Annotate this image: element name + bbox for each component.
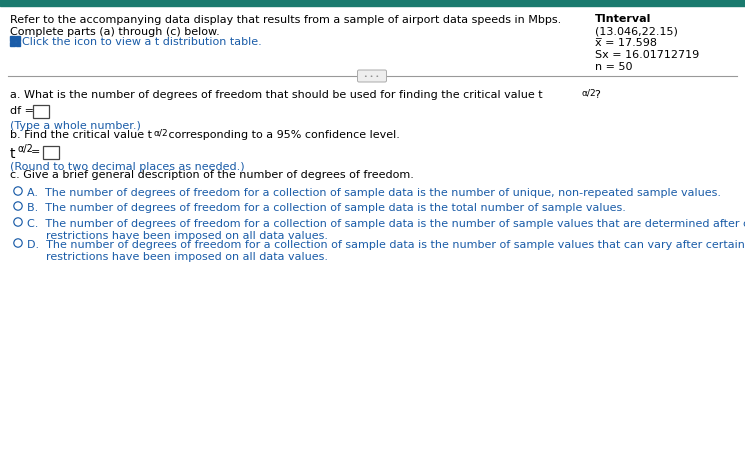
Text: α/2: α/2 <box>153 128 168 137</box>
Text: Click the icon to view a t distribution table.: Click the icon to view a t distribution … <box>22 37 262 47</box>
Text: Complete parts (a) through (c) below.: Complete parts (a) through (c) below. <box>10 27 220 37</box>
Text: (Type a whole number.): (Type a whole number.) <box>10 121 141 131</box>
Text: corresponding to a 95% confidence level.: corresponding to a 95% confidence level. <box>165 130 400 140</box>
Text: ?: ? <box>594 90 600 100</box>
Text: c. Give a brief general description of the number of degrees of freedom.: c. Give a brief general description of t… <box>10 169 414 179</box>
Text: restrictions have been imposed on all data values.: restrictions have been imposed on all da… <box>46 230 328 240</box>
FancyBboxPatch shape <box>358 71 387 83</box>
Text: A.  The number of degrees of freedom for a collection of sample data is the numb: A. The number of degrees of freedom for … <box>27 188 721 198</box>
Text: • • •: • • • <box>364 74 380 79</box>
Text: (13.046,22.15): (13.046,22.15) <box>595 26 678 36</box>
Text: (Round to two decimal places as needed.): (Round to two decimal places as needed.) <box>10 162 244 172</box>
Text: t: t <box>10 147 16 161</box>
Bar <box>43 146 59 159</box>
Bar <box>10 37 14 41</box>
Text: α/2: α/2 <box>17 144 33 154</box>
Bar <box>0 0 745 7</box>
Text: b. Find the critical value t: b. Find the critical value t <box>10 130 152 140</box>
Bar <box>33 105 49 118</box>
Text: a. What is the number of degrees of freedom that should be used for finding the : a. What is the number of degrees of free… <box>10 90 542 100</box>
Text: TInterval: TInterval <box>595 14 651 24</box>
Text: α/2: α/2 <box>581 89 595 97</box>
Text: n = 50: n = 50 <box>595 62 633 72</box>
Text: restrictions have been imposed on all data values.: restrictions have been imposed on all da… <box>46 251 328 261</box>
Bar <box>16 43 20 47</box>
Bar <box>10 43 14 47</box>
Bar <box>16 37 20 41</box>
Text: B.  The number of degrees of freedom for a collection of sample data is the tota: B. The number of degrees of freedom for … <box>27 203 626 213</box>
Text: df =: df = <box>10 106 34 116</box>
Text: Refer to the accompanying data display that results from a sample of airport dat: Refer to the accompanying data display t… <box>10 15 561 25</box>
Text: C.  The number of degrees of freedom for a collection of sample data is the numb: C. The number of degrees of freedom for … <box>27 218 745 228</box>
Text: x̅ = 17.598: x̅ = 17.598 <box>595 38 657 48</box>
Text: D.  The number of degrees of freedom for a collection of sample data is the numb: D. The number of degrees of freedom for … <box>27 239 745 249</box>
Text: Sx = 16.01712719: Sx = 16.01712719 <box>595 50 700 60</box>
Text: =: = <box>31 147 40 157</box>
